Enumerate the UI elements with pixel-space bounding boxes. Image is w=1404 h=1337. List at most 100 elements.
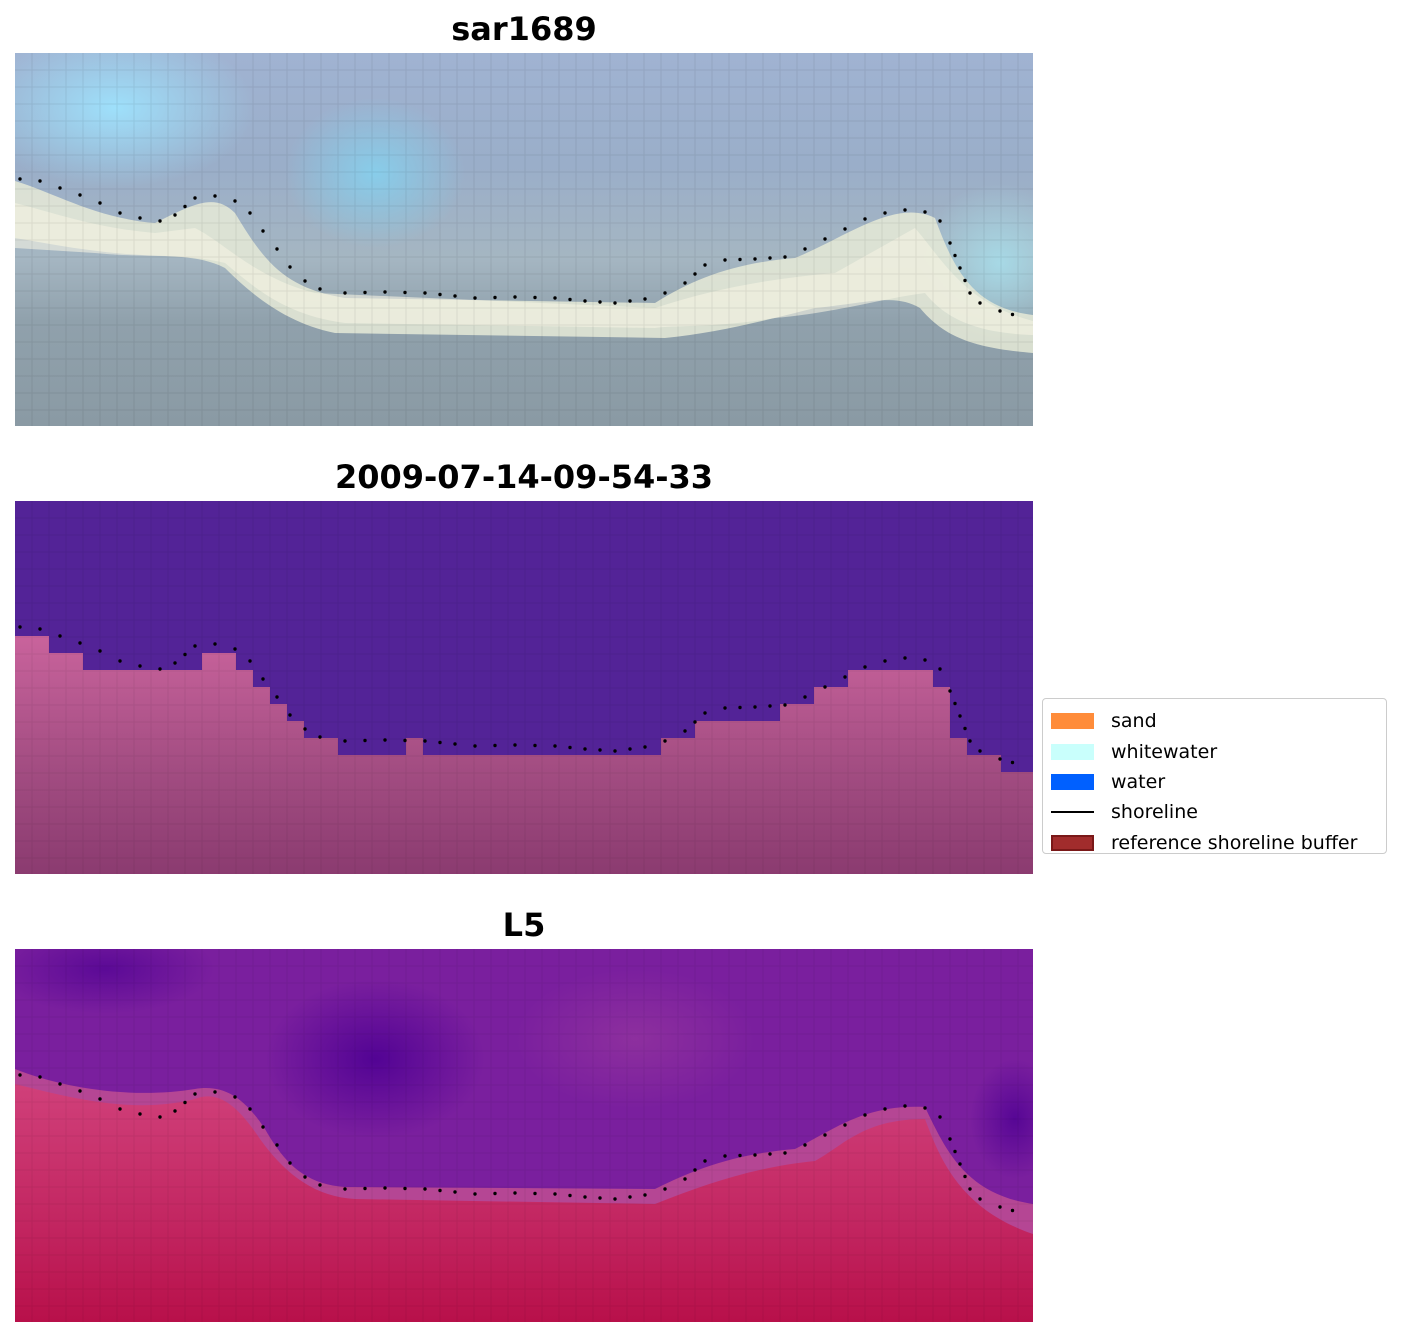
- shoreline-point: [38, 1075, 42, 1079]
- shoreline-point: [438, 292, 442, 297]
- shoreline-point: [598, 300, 602, 304]
- shoreline-point: [158, 219, 162, 223]
- shoreline-point: [598, 748, 602, 752]
- shoreline-point: [863, 665, 867, 669]
- shoreline-point: [193, 1092, 197, 1096]
- shoreline-point: [553, 1192, 557, 1196]
- shoreline-point: [183, 1100, 187, 1105]
- shoreline-point: [248, 1107, 252, 1111]
- shoreline-point: [968, 739, 972, 743]
- shoreline-point: [883, 1107, 887, 1111]
- shoreline-point: [438, 1188, 442, 1193]
- whitewater-swatch: [1051, 743, 1094, 760]
- shoreline-point: [513, 1191, 517, 1195]
- shoreline-point: [803, 1143, 807, 1147]
- shoreline-point: [363, 738, 367, 743]
- shoreline-point: [823, 1133, 827, 1137]
- shoreline-point: [568, 1193, 572, 1198]
- shoreline-point: [843, 675, 847, 679]
- shoreline-point: [138, 1112, 142, 1116]
- shoreline-point: [683, 1177, 687, 1181]
- shoreline-point: [213, 194, 217, 198]
- shoreline-point: [753, 257, 757, 261]
- legend-item-reference-buffer: reference shoreline buffer: [1051, 828, 1386, 858]
- shoreline-point: [953, 253, 957, 258]
- shoreline-point: [453, 742, 457, 746]
- shoreline-point: [383, 290, 387, 294]
- shoreline-point: [275, 1143, 279, 1147]
- shoreline-point: [903, 1104, 907, 1108]
- reference-buffer-swatch: [1051, 834, 1094, 851]
- shoreline-point: [1010, 760, 1015, 765]
- shoreline-point: [513, 743, 517, 747]
- shoreline-point: [58, 186, 62, 190]
- shoreline-point: [553, 296, 557, 300]
- shoreline-point: [363, 290, 367, 295]
- shoreline-point: [703, 1159, 707, 1163]
- shoreline-point: [803, 695, 807, 699]
- shoreline-point: [683, 281, 687, 285]
- legend: sand whitewater water shoreline referenc…: [1042, 698, 1387, 854]
- shoreline-point: [963, 726, 967, 731]
- shoreline-point: [663, 1187, 667, 1191]
- classified-image: [15, 501, 1033, 874]
- shoreline-point: [193, 644, 197, 648]
- shoreline-point: [843, 227, 847, 231]
- shoreline-point: [173, 661, 177, 665]
- shoreline-point: [1010, 312, 1015, 317]
- panel-title-classification: 2009-07-14-09-54-33: [334, 458, 714, 496]
- shoreline-point: [275, 247, 279, 251]
- shoreline-point: [978, 749, 982, 753]
- shoreline-point: [303, 279, 307, 283]
- shoreline-point: [628, 747, 632, 751]
- shoreline-line-icon: [1051, 811, 1094, 814]
- shoreline-point: [923, 1106, 927, 1110]
- shoreline-point: [363, 1186, 367, 1191]
- shoreline-point: [998, 757, 1002, 761]
- shoreline-point: [261, 677, 265, 681]
- shoreline-point: [883, 211, 887, 215]
- shoreline-point: [473, 744, 477, 748]
- shoreline-point: [303, 1175, 307, 1179]
- shoreline-point: [613, 749, 617, 753]
- shoreline-point: [978, 1197, 982, 1201]
- shoreline-point: [78, 1089, 82, 1093]
- legend-label-reference-buffer: reference shoreline buffer: [1111, 831, 1358, 854]
- shoreline-point: [453, 1190, 457, 1194]
- shoreline-point: [98, 201, 102, 205]
- shoreline-point: [923, 210, 927, 214]
- shoreline-point: [473, 296, 477, 300]
- shoreline-point: [738, 1153, 742, 1158]
- shoreline-point: [318, 287, 322, 291]
- shoreline-point: [938, 219, 942, 223]
- shoreline-point: [18, 177, 22, 181]
- shoreline-point: [78, 641, 82, 645]
- index-image: [15, 949, 1033, 1322]
- shoreline-point: [303, 727, 307, 731]
- shoreline-point: [948, 689, 952, 693]
- shoreline-point: [138, 664, 142, 668]
- shoreline-point: [923, 658, 927, 662]
- shoreline-point: [18, 625, 22, 629]
- shoreline-point: [18, 1073, 22, 1077]
- shoreline-point: [343, 291, 347, 295]
- legend-label-shoreline: shoreline: [1111, 801, 1198, 824]
- shoreline-point: [628, 1195, 632, 1199]
- shoreline-point: [663, 291, 667, 295]
- shoreline-point: [643, 1193, 647, 1197]
- shoreline-point: [768, 256, 772, 260]
- shoreline-point: [288, 1161, 292, 1165]
- shoreline-point: [403, 1186, 407, 1191]
- shoreline-point: [318, 735, 322, 739]
- shoreline-point: [863, 1113, 867, 1117]
- shoreline-point: [628, 299, 632, 303]
- shoreline-point: [863, 217, 867, 221]
- shoreline-point: [703, 711, 707, 715]
- shoreline-dots: [18, 1073, 1015, 1213]
- shoreline-point: [533, 1191, 537, 1196]
- shoreline-point: [38, 627, 42, 631]
- shoreline-point: [738, 257, 742, 262]
- shoreline-point: [438, 740, 442, 745]
- shoreline-point: [693, 1168, 697, 1172]
- shoreline-point: [318, 1183, 322, 1187]
